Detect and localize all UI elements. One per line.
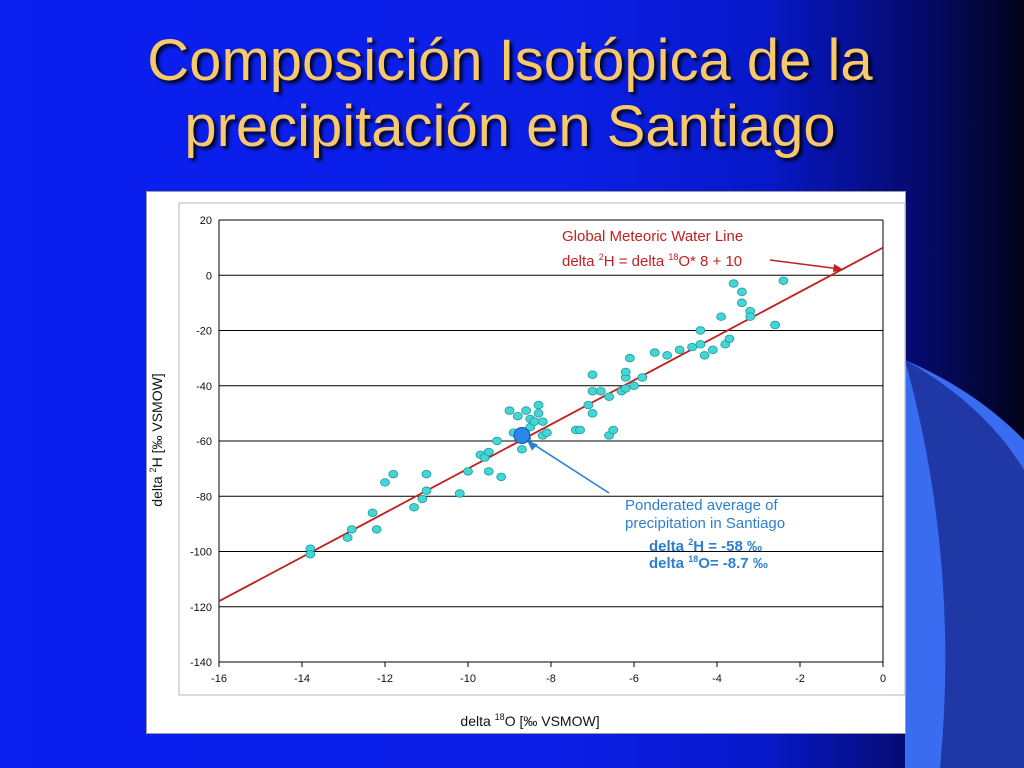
x-tick-label: -16 [211, 673, 227, 685]
data-point [604, 392, 615, 401]
data-point [707, 345, 718, 355]
y-tick-label: 20 [200, 215, 212, 227]
data-point [587, 409, 598, 418]
weighted-average-marker [513, 426, 531, 444]
data-point [533, 400, 544, 410]
data-point [537, 417, 548, 426]
data-point [687, 342, 697, 352]
data-point [624, 353, 635, 363]
average-label-line-1: Ponderated average of [625, 497, 778, 514]
gmwl-line [218, 246, 884, 603]
slide-title-line-2: precipitación en Santiago [184, 94, 836, 159]
average-label-d2h: delta 2H = -58 ‰ [649, 537, 762, 555]
data-point [305, 550, 316, 559]
slide-title-line-1: Composición Isotópica de la [147, 28, 873, 93]
data-point [608, 425, 619, 435]
gmwl-arrow-head [833, 264, 844, 272]
x-tick-label: -8 [546, 673, 556, 685]
data-point [521, 406, 532, 415]
data-point [778, 276, 789, 285]
data-point [504, 406, 515, 415]
average-pointer-arrowhead [526, 440, 538, 451]
y-tick-label: 0 [206, 270, 212, 282]
tick-labels: 200-20-40-60-80-100-120-140-16 -14 -12 -10-… [190, 215, 886, 685]
data-point [716, 312, 727, 321]
data-point [737, 298, 747, 308]
data-point [533, 409, 544, 418]
data-point [745, 312, 756, 321]
data-point [342, 533, 353, 542]
data-point [595, 387, 606, 396]
y-tick-label: -120 [190, 602, 212, 614]
data-point [380, 478, 390, 487]
average-layer [513, 426, 610, 494]
average-label-line-2: precipitation in Santiago [625, 515, 785, 532]
data-point [463, 467, 473, 476]
data-point [629, 381, 639, 390]
data-point [367, 508, 378, 518]
data-point [483, 447, 494, 457]
data-point [695, 326, 706, 335]
data-point [737, 287, 747, 297]
gmwl-arrow-shaft [769, 259, 841, 270]
data-point [674, 345, 685, 355]
y-tick-label: -20 [196, 326, 212, 338]
data-point [620, 367, 631, 377]
gmwl-label-line-1: Global Meteoric Water Line [562, 228, 743, 245]
average-label-d18o: delta 18O= -8.7 ‰ [649, 554, 768, 572]
x-tick-label: -2 [795, 673, 805, 685]
axes [178, 202, 906, 696]
y-tick-label: -80 [196, 491, 212, 503]
data-point [724, 334, 735, 343]
data-point [662, 351, 673, 360]
gmwl-label-line-2: delta 2H = delta 18O* 8 + 10 [562, 252, 742, 270]
x-tick-label: -12 [377, 673, 393, 685]
average-pointer-line [525, 438, 610, 494]
data-point [587, 370, 598, 379]
data-point [770, 320, 780, 330]
data-point [529, 417, 540, 426]
data-point [517, 445, 527, 454]
y-tick-label: -40 [196, 381, 212, 393]
x-tick-label: 0 [880, 673, 886, 685]
data-point [409, 503, 419, 512]
y-tick-label: -140 [190, 657, 212, 669]
plot-frame [178, 202, 906, 696]
slide-title: Composición Isotópica de la precipitació… [60, 28, 960, 160]
y-tick-label: -100 [190, 547, 212, 559]
gmwl-layer [218, 246, 884, 603]
data-point [454, 489, 465, 498]
x-tick-label: -4 [712, 673, 722, 685]
x-tick-label: -6 [629, 673, 639, 685]
data-point [388, 469, 399, 479]
data-point [371, 525, 382, 534]
y-axis-label: delta 2H [‰ VSMOW] [148, 373, 165, 506]
data-point [649, 348, 660, 357]
data-point [620, 384, 631, 393]
data-point [637, 373, 648, 382]
data-point [695, 340, 706, 349]
chart-outer-border [146, 191, 906, 734]
y-tick-label: -60 [196, 436, 212, 448]
data-point [496, 472, 507, 482]
x-tick-label: -10 [460, 673, 476, 685]
data-point [421, 486, 432, 495]
data-point [575, 425, 585, 435]
x-tick-label: -14 [294, 673, 310, 685]
x-axis-label: delta 18O [‰ VSMOW] [460, 712, 599, 729]
data-point [728, 279, 739, 288]
data-point [699, 351, 710, 360]
data-point [492, 436, 502, 446]
data-point [541, 428, 552, 437]
data-point [346, 525, 357, 534]
chart-panel: 20 0 -20 -40 -60 -80 -100 -120 -140 -16 -14 -12 -10-… [146, 191, 906, 734]
data-point [483, 467, 494, 476]
isotope-scatter-chart: 200-20-40-60-80-100-120-140-16 -14 -12 -10-… [146, 191, 906, 734]
data-point [421, 469, 432, 479]
data-point [417, 494, 428, 504]
data-point [587, 387, 598, 396]
data-point [583, 400, 594, 410]
data-point [512, 411, 523, 421]
